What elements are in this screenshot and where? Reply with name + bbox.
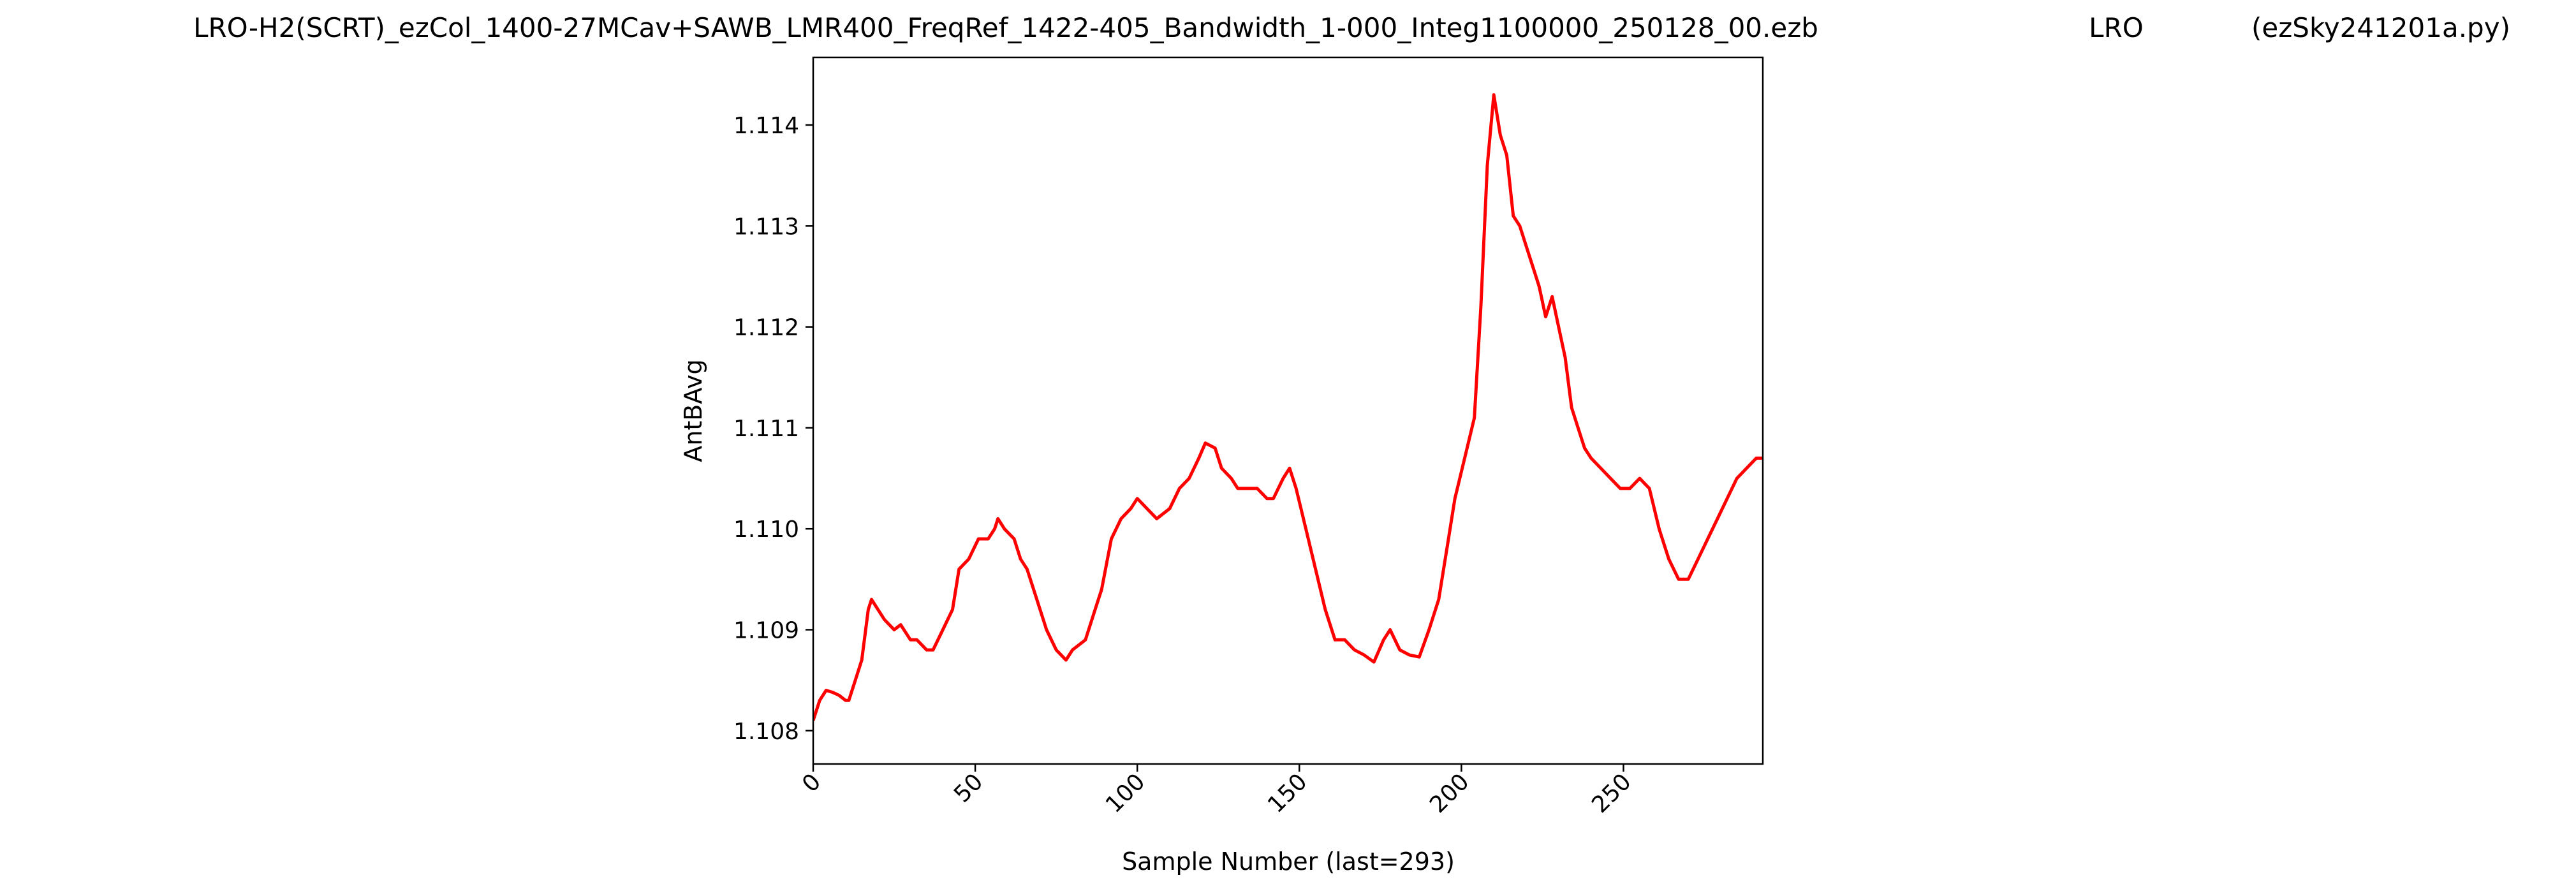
y-tick-label: 1.112 <box>733 315 799 341</box>
x-axis-label: Sample Number (last=293) <box>1122 848 1455 876</box>
chart-title: LRO-H2(SCRT)_ezCol_1400-27MCav+SAWB_LMR4… <box>193 12 1818 43</box>
x-tick-label: 50 <box>949 768 988 807</box>
x-tick-label: 250 <box>1587 768 1637 818</box>
chart-title: (ezSky241201a.py) <box>2251 12 2510 43</box>
y-tick-label: 1.113 <box>733 214 799 240</box>
y-tick-label: 1.110 <box>733 517 799 543</box>
plot-frame <box>812 56 1764 765</box>
x-tick-label: 150 <box>1263 768 1313 818</box>
y-tick-label: 1.111 <box>733 416 799 442</box>
y-axis-label: AntBAvg <box>679 359 707 462</box>
chart-title: LRO <box>2089 12 2144 43</box>
y-tick-label: 1.108 <box>733 719 799 745</box>
data-line <box>813 93 1763 721</box>
y-tick-label: 1.114 <box>733 113 799 139</box>
y-tick-label: 1.109 <box>733 617 799 643</box>
x-tick-label: 200 <box>1425 768 1475 818</box>
x-tick-label: 0 <box>797 768 826 797</box>
x-tick-label: 100 <box>1101 768 1151 818</box>
